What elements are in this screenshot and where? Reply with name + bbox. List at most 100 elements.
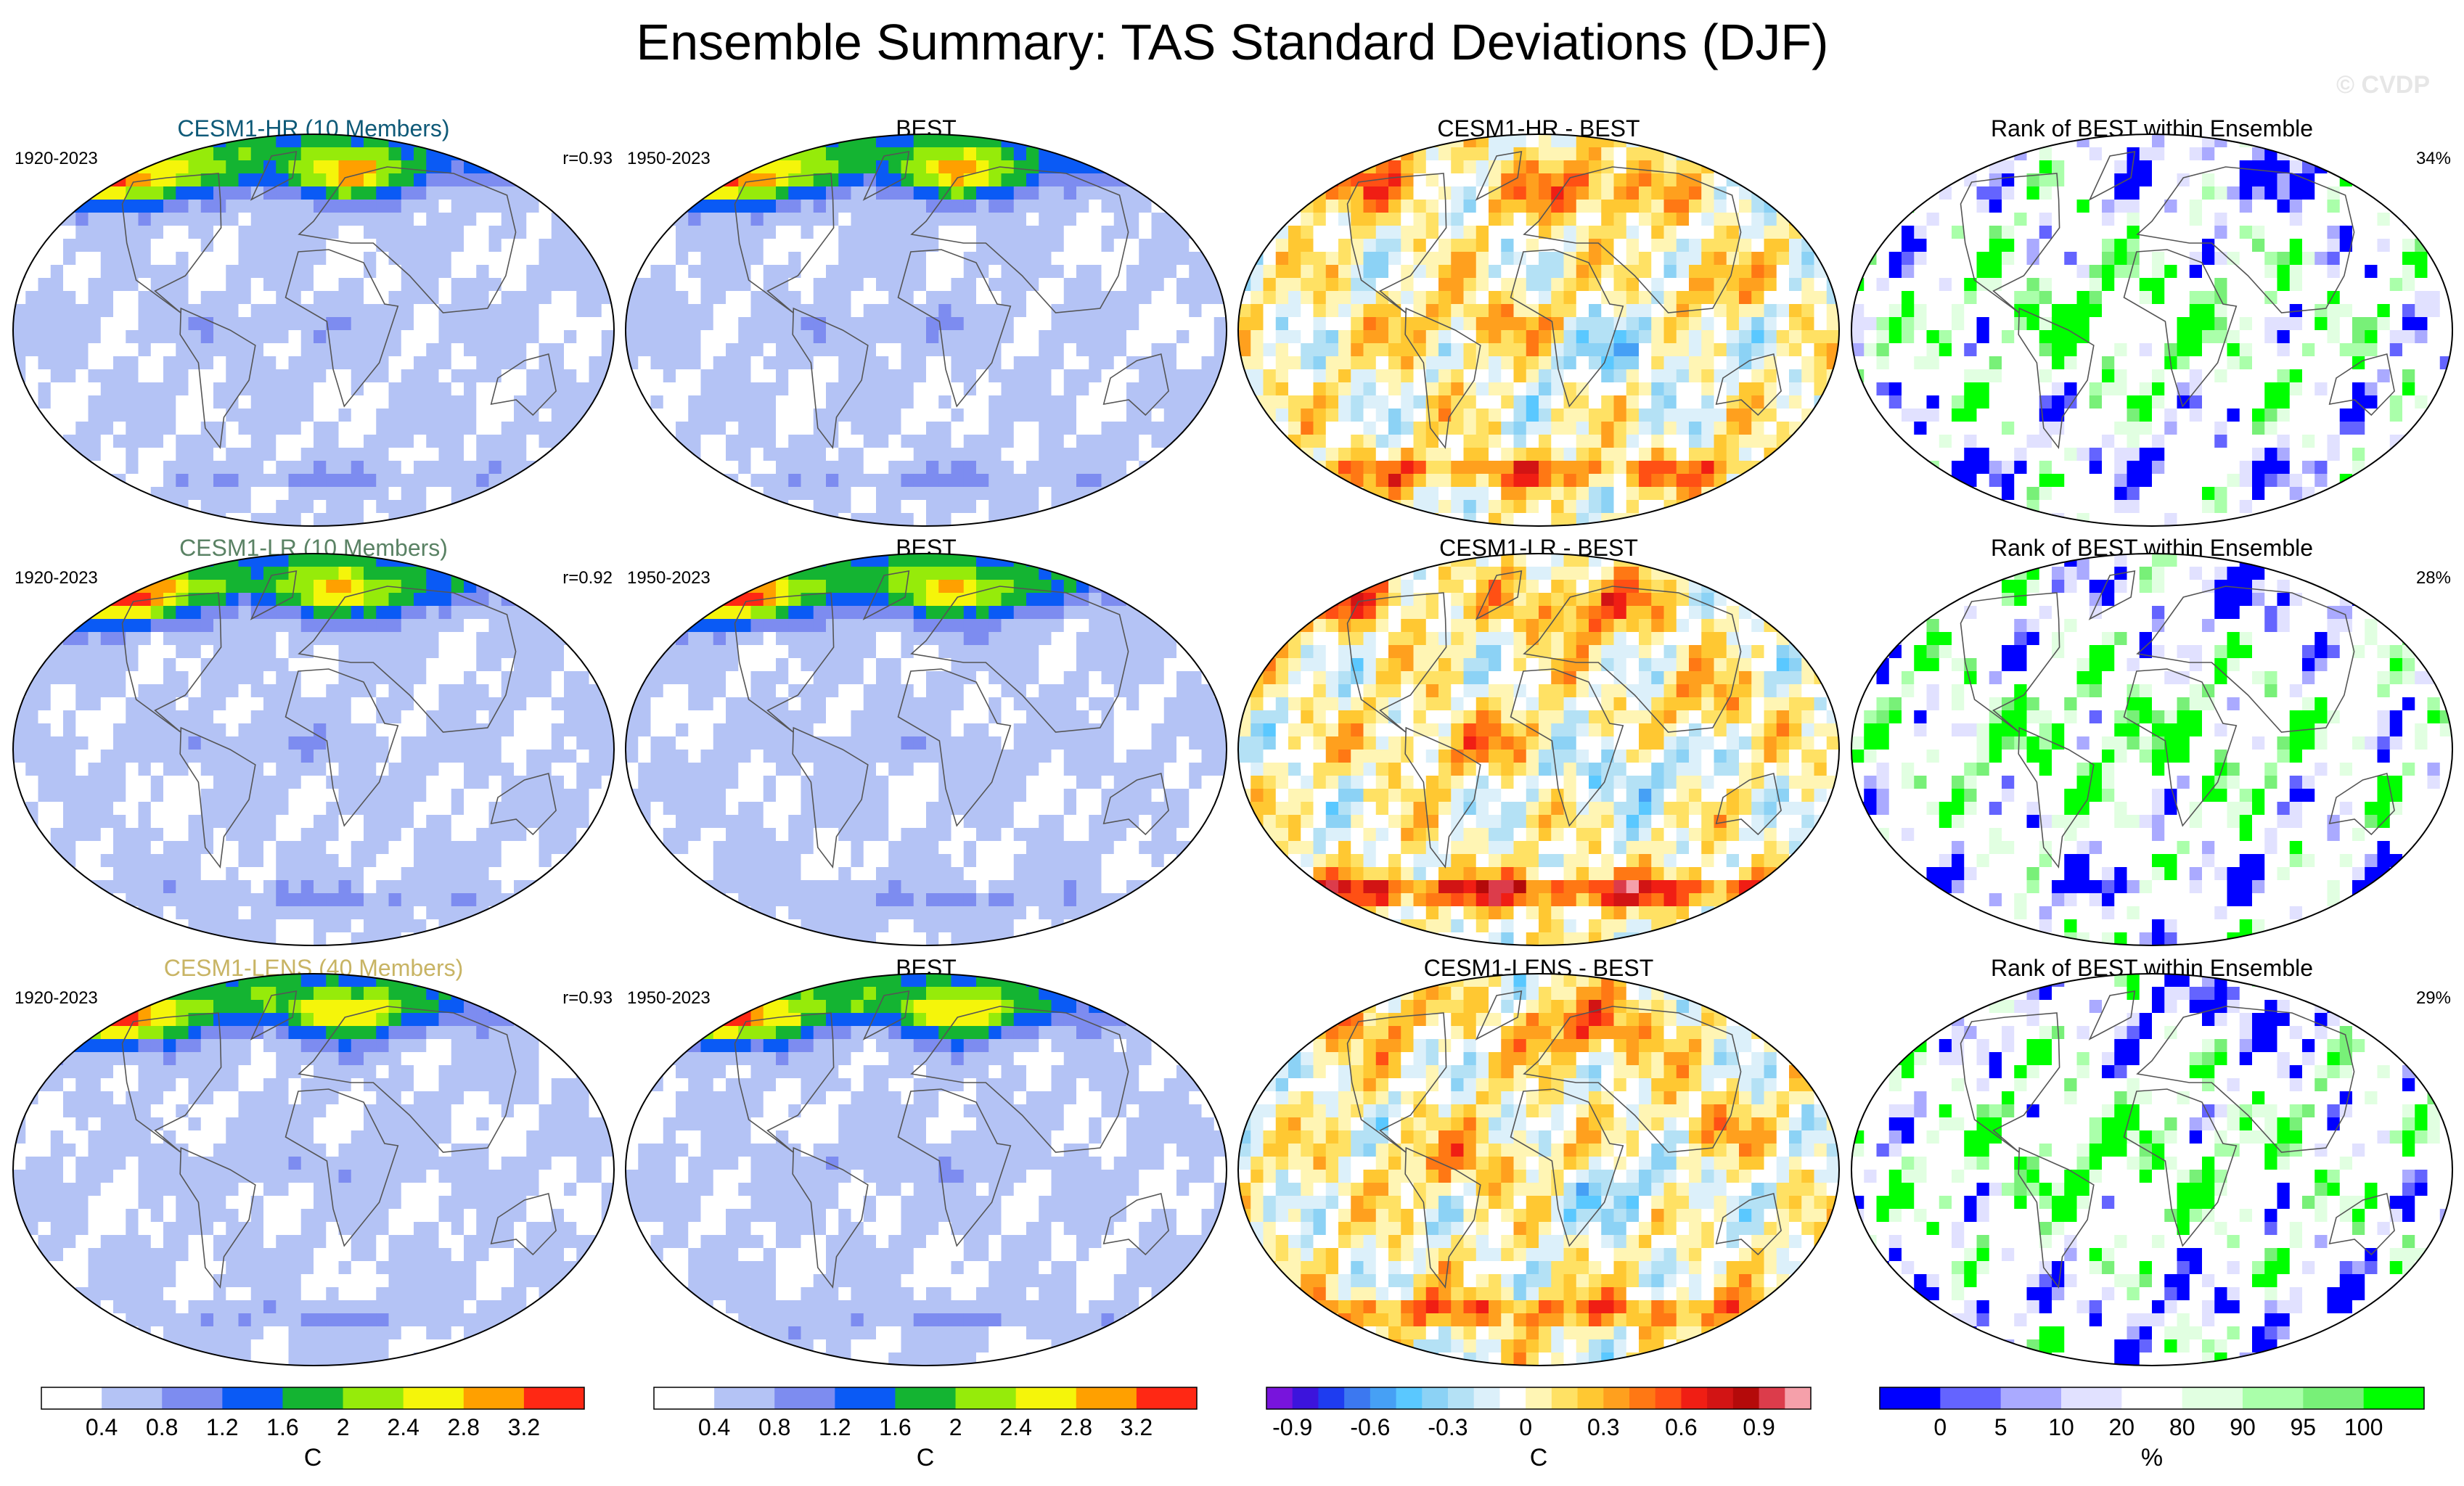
heatmap-cell	[1401, 382, 1415, 396]
heatmap-cell	[25, 474, 39, 488]
heatmap-cell	[601, 134, 614, 148]
heatmap-cell	[963, 369, 977, 383]
heatmap-cell	[1013, 278, 1027, 292]
heatmap-cell	[376, 265, 390, 279]
heatmap-cell	[1363, 330, 1377, 344]
heatmap-cell	[638, 422, 652, 435]
heatmap-cell	[88, 173, 102, 187]
heatmap-cell	[2389, 147, 2403, 161]
heatmap-cell	[838, 487, 852, 501]
heatmap-cell	[451, 252, 464, 266]
heatmap-cell	[1026, 435, 1039, 448]
heatmap-cell	[13, 173, 26, 187]
heatmap-cell	[738, 226, 752, 239]
heatmap-cell	[100, 200, 114, 213]
heatmap-cell	[1325, 317, 1339, 331]
heatmap-cell	[1814, 435, 1827, 448]
heatmap-cell	[338, 330, 352, 344]
heatmap-cell	[1914, 226, 1928, 239]
heatmap-cell	[1413, 435, 1427, 448]
heatmap-cell	[276, 304, 290, 318]
heatmap-cell	[2202, 226, 2215, 239]
heatmap-cell	[2152, 291, 2165, 305]
heatmap-cell	[338, 513, 352, 526]
heatmap-cell	[1388, 239, 1401, 253]
heatmap-cell	[1651, 186, 1665, 200]
heatmap-cell	[1163, 278, 1177, 292]
heatmap-cell	[1301, 134, 1314, 148]
heatmap-cell	[1189, 252, 1203, 266]
heatmap-cell	[663, 173, 676, 187]
heatmap-cell	[1013, 395, 1027, 409]
heatmap-cell	[1113, 513, 1127, 526]
heatmap-cell	[926, 252, 939, 266]
heatmap-cell	[1902, 134, 1915, 148]
heatmap-cell	[938, 147, 952, 161]
heatmap-cell	[1539, 500, 1552, 514]
heatmap-cell	[776, 160, 789, 174]
heatmap-cell	[1501, 239, 1515, 253]
heatmap-cell	[150, 134, 164, 148]
heatmap-cell	[213, 304, 226, 318]
heatmap-cell	[1851, 213, 1865, 226]
heatmap-cell	[926, 422, 939, 435]
heatmap-cell	[514, 500, 527, 514]
heatmap-cell	[788, 304, 802, 318]
heatmap-cell	[1189, 186, 1203, 200]
heatmap-cell	[2002, 200, 2015, 213]
heatmap-cell	[1238, 395, 1251, 409]
heatmap-cell	[1926, 226, 1940, 239]
heatmap-cell	[2164, 213, 2178, 226]
heatmap-cell	[2277, 160, 2291, 174]
heatmap-cell	[1764, 226, 1777, 239]
heatmap-cell	[1676, 291, 1690, 305]
heatmap-cell	[1101, 186, 1115, 200]
continent-outline	[910, 166, 1129, 313]
heatmap-cell	[250, 435, 264, 448]
heatmap-cell	[163, 278, 176, 292]
heatmap-cell	[1401, 487, 1415, 501]
heatmap-cell	[1463, 160, 1477, 174]
heatmap-cell	[1601, 369, 1615, 383]
heatmap-cell	[626, 134, 639, 148]
heatmap-cell	[2139, 239, 2153, 253]
heatmap-cell	[1801, 252, 1815, 266]
heatmap-cell	[1001, 461, 1015, 475]
heatmap-cell	[1338, 304, 1351, 318]
heatmap-cell	[989, 134, 1002, 148]
heatmap-cell	[1701, 356, 1715, 370]
heatmap-cell	[1751, 252, 1765, 266]
heatmap-cell	[238, 422, 252, 435]
heatmap-cell	[2089, 213, 2103, 226]
heatmap-cell	[75, 513, 89, 526]
heatmap-cell	[2002, 173, 2015, 187]
heatmap-cell	[351, 409, 364, 422]
heatmap-cell	[288, 252, 302, 266]
heatmap-cell	[414, 435, 427, 448]
heatmap-cell	[126, 226, 139, 239]
heatmap-cell	[750, 422, 764, 435]
heatmap-cell	[2026, 213, 2040, 226]
heatmap-cell	[1139, 147, 1153, 161]
heatmap-cell	[188, 239, 202, 253]
heatmap-cell	[1113, 291, 1127, 305]
heatmap-cell	[1325, 226, 1339, 239]
heatmap-cell	[1739, 500, 1752, 514]
heatmap-cell	[2039, 200, 2052, 213]
heatmap-cell	[2365, 160, 2378, 174]
heatmap-cell	[1026, 200, 1039, 213]
heatmap-cell	[1589, 304, 1602, 318]
heatmap-cell	[213, 356, 226, 370]
heatmap-cell	[1451, 461, 1465, 475]
heatmap-cell	[826, 147, 839, 161]
heatmap-cell	[1576, 343, 1589, 357]
heatmap-cell	[188, 213, 202, 226]
heatmap-cell	[801, 487, 814, 501]
heatmap-cell	[776, 474, 789, 488]
heatmap-cell	[526, 278, 540, 292]
heatmap-cell	[1851, 239, 1865, 253]
heatmap-cell	[476, 474, 490, 488]
heatmap-cell	[150, 422, 164, 435]
heatmap-cell	[2076, 239, 2090, 253]
heatmap-cell	[1475, 343, 1489, 357]
